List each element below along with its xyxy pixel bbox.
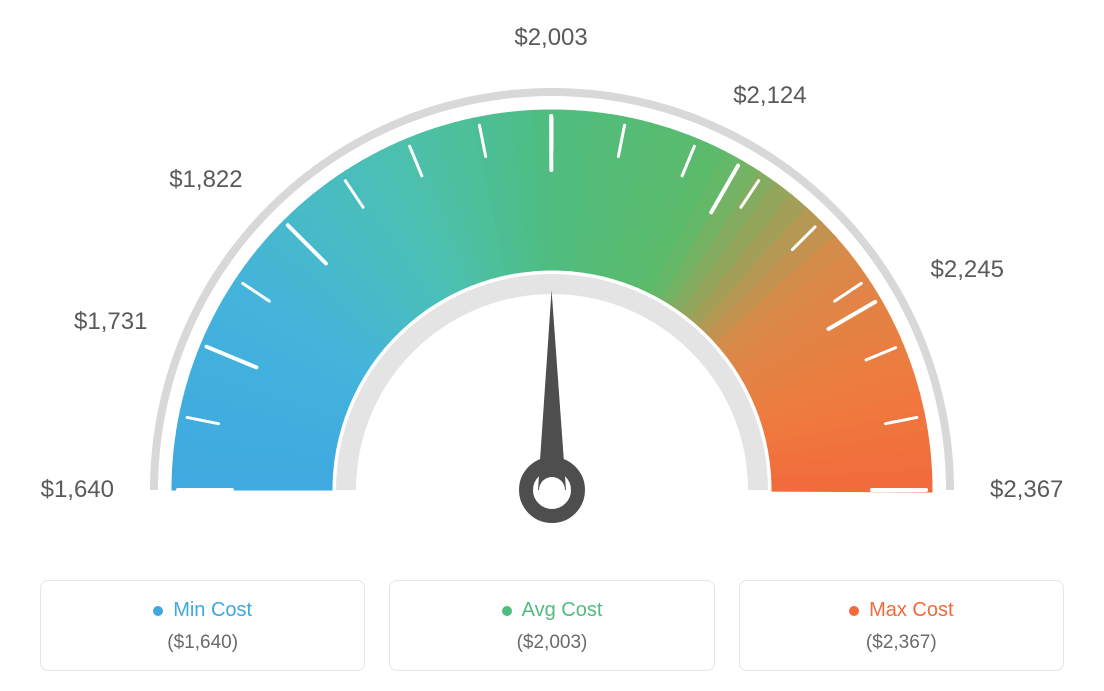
legend-title-max: Max Cost	[849, 599, 953, 622]
legend-min-value: ($1,640)	[51, 632, 354, 654]
legend-dot-max	[849, 606, 859, 616]
gauge-tick-label: $1,640	[41, 476, 114, 504]
gauge-tick-label: $2,124	[733, 82, 806, 110]
legend-card-avg: Avg Cost ($2,003)	[389, 580, 714, 671]
legend-dot-min	[153, 606, 163, 616]
gauge-svg	[20, 20, 1084, 560]
legend-max-label: Max Cost	[869, 599, 953, 622]
legend-avg-value: ($2,003)	[400, 632, 703, 654]
gauge-tick-label: $1,731	[74, 308, 147, 336]
legend-avg-label: Avg Cost	[522, 599, 603, 622]
legend-title-min: Min Cost	[153, 599, 252, 622]
gauge-tick-label: $2,245	[931, 256, 1004, 284]
gauge-tick-label: $2,003	[514, 24, 587, 52]
legend-card-max: Max Cost ($2,367)	[739, 580, 1064, 671]
legend-title-avg: Avg Cost	[502, 599, 603, 622]
legend-dot-avg	[502, 606, 512, 616]
gauge-chart: $1,640 $1,731 $1,822 $2,003 $2,124 $2,245 $2,3…	[20, 20, 1084, 560]
gauge-tick-label: $1,822	[169, 166, 242, 194]
gauge-tick-label: $2,367	[990, 476, 1063, 504]
legend-min-label: Min Cost	[173, 599, 252, 622]
legend-row: Min Cost ($1,640) Avg Cost ($2,003) Max …	[20, 580, 1084, 671]
legend-card-min: Min Cost ($1,640)	[40, 580, 365, 671]
legend-max-value: ($2,367)	[750, 632, 1053, 654]
